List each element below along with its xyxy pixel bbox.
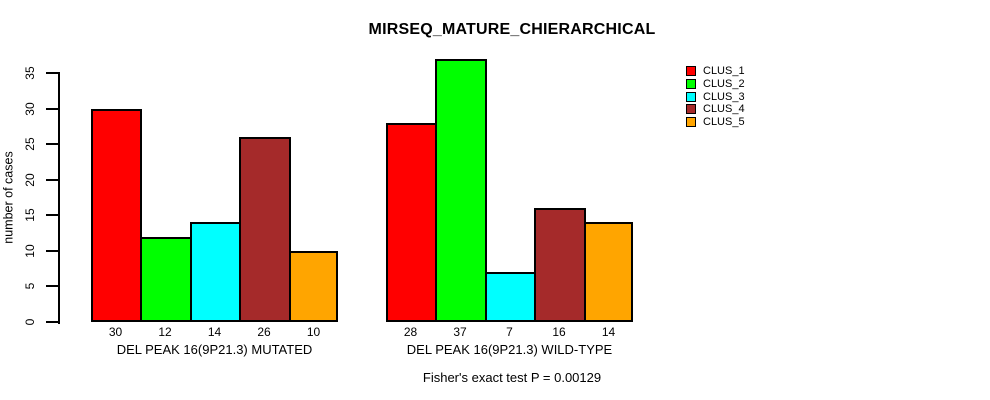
legend-item: CLUS_4 [686, 103, 745, 116]
bar-value-label: 14 [207, 325, 222, 339]
bar-clus_4-group2 [534, 208, 586, 322]
y-axis-tick-label: 5 [23, 282, 37, 290]
bar-value-label: 26 [257, 325, 271, 339]
bar-clus_3-group2 [485, 272, 536, 322]
bar-clus_5-group1 [289, 251, 338, 322]
bar-clus_2-group2 [435, 59, 487, 322]
legend-label: CLUS_2 [703, 78, 745, 91]
legend-label: CLUS_1 [703, 65, 745, 78]
legend-item: CLUS_1 [686, 65, 745, 78]
bar-clus_4-group1 [239, 137, 291, 322]
y-axis-tick-label: 35 [23, 66, 37, 80]
legend: CLUS_1 CLUS_2 CLUS_3 CLUS_4 CLUS_5 [686, 65, 745, 128]
y-axis-tick [46, 321, 58, 323]
y-axis-tick-label: 30 [23, 102, 37, 116]
bar-value-label: 12 [158, 325, 172, 339]
legend-color-swatch [686, 79, 696, 90]
bar-value-label: 16 [552, 325, 566, 339]
y-axis-tick-label: 15 [23, 208, 37, 222]
legend-label: CLUS_5 [703, 116, 745, 129]
y-axis-tick-label: 20 [23, 173, 37, 187]
legend-color-swatch [686, 117, 696, 128]
legend-color-swatch [686, 91, 696, 102]
y-axis-label: number of cases [1, 151, 16, 244]
legend-item: CLUS_5 [686, 116, 745, 129]
legend-label: CLUS_3 [703, 90, 745, 103]
bar-clus_2-group1 [140, 237, 192, 322]
bar-clus_3-group1 [190, 222, 241, 322]
y-axis-line [58, 72, 60, 324]
legend-item: CLUS_3 [686, 90, 745, 103]
legend-label: CLUS_4 [703, 103, 745, 116]
y-axis-tick [46, 72, 58, 74]
bar-value-label: 7 [506, 325, 513, 339]
bar-value-label: 28 [403, 325, 418, 339]
y-axis-tick [46, 179, 58, 181]
fisher-test-annotation: Fisher's exact test P = 0.00129 [422, 370, 602, 385]
bar-value-label: 30 [108, 325, 123, 339]
y-axis-tick-label: 0 [23, 318, 37, 326]
group-label-mutated: DEL PEAK 16(9P21.3) MUTATED [116, 342, 313, 357]
bar-clus_1-group2 [386, 123, 437, 322]
y-axis-tick [46, 143, 58, 145]
chart-title: MIRSEQ_MATURE_CHIERARCHICAL [368, 21, 656, 38]
legend-color-swatch [686, 66, 696, 77]
y-axis-tick [46, 214, 58, 216]
bar-value-label: 10 [306, 325, 321, 339]
group-label-wild-type: DEL PEAK 16(9P21.3) WILD-TYPE [406, 342, 613, 357]
bar-value-label: 37 [453, 325, 467, 339]
y-axis-tick [46, 285, 58, 287]
bar-clus_1-group1 [91, 109, 142, 322]
legend-color-swatch [686, 104, 696, 115]
legend-item: CLUS_2 [686, 78, 745, 91]
bar-value-label: 14 [601, 325, 616, 339]
bar-clus_5-group2 [584, 222, 633, 322]
y-axis-tick-label: 25 [23, 137, 37, 151]
y-axis-tick [46, 108, 58, 110]
y-axis-tick-label: 10 [23, 244, 37, 258]
y-axis-tick [46, 250, 58, 252]
